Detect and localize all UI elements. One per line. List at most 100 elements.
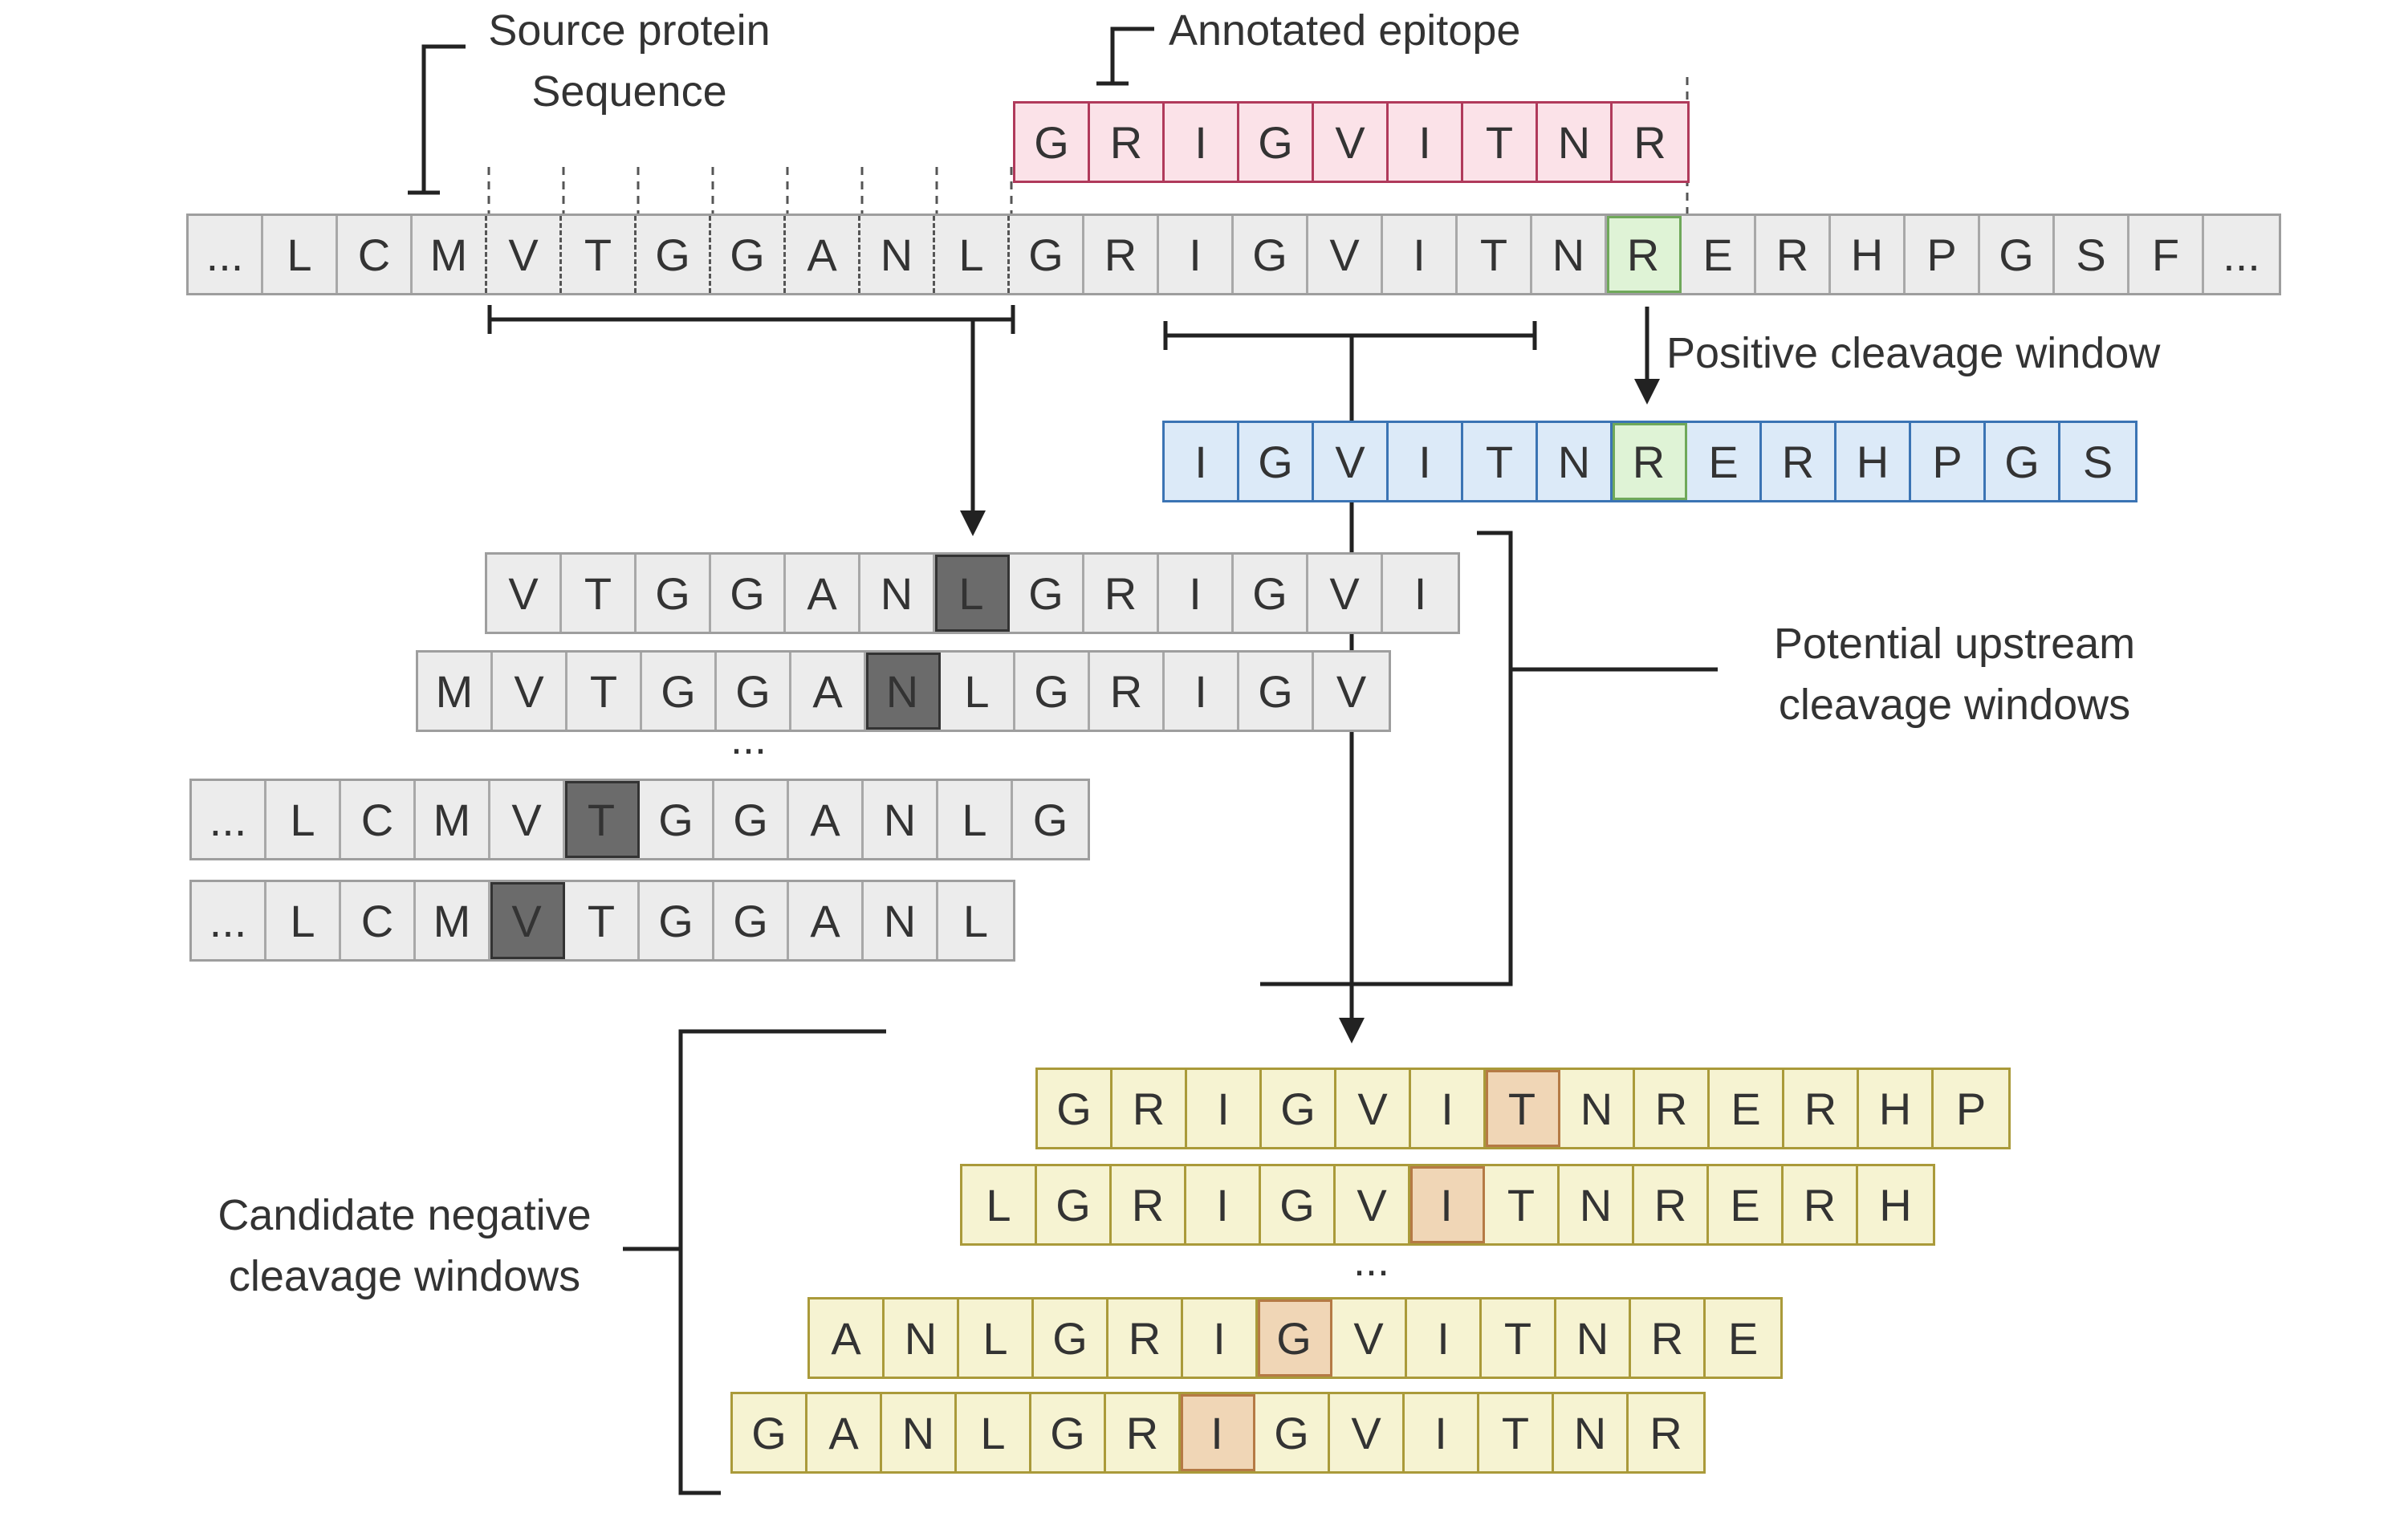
residue-cell: R xyxy=(1613,423,1687,500)
residue-cell: A xyxy=(807,1394,882,1471)
residue-cell: R xyxy=(1756,216,1831,293)
residue-cell: L xyxy=(962,1166,1037,1243)
residue-cell: R xyxy=(1649,1407,1682,1458)
residue-cell: I xyxy=(1165,104,1239,181)
residue-cell: E xyxy=(1727,1312,1759,1364)
residue-cell: M xyxy=(416,882,490,959)
residue-cell: V xyxy=(1314,423,1389,500)
residue-cell: T xyxy=(567,653,642,730)
residue-cell: T xyxy=(565,882,640,959)
source-label-leader xyxy=(421,44,466,193)
residue-cell: G xyxy=(1980,216,2055,293)
residue-cell: G xyxy=(1239,653,1314,730)
negative-arrowhead xyxy=(1339,1018,1365,1043)
residue-cell: N xyxy=(866,653,941,730)
residue-cell: T xyxy=(1463,423,1538,500)
residue-cell: A xyxy=(791,653,866,730)
residue-cell: N xyxy=(1556,1299,1631,1377)
residue-cell: T xyxy=(1458,216,1532,293)
residue-cell: T xyxy=(562,216,637,293)
residue-cell: C xyxy=(338,216,413,293)
residue-cell: M xyxy=(416,781,490,858)
residue-cell: I xyxy=(1383,216,1458,293)
residue-cell: S xyxy=(2082,436,2113,487)
residue-cell: L xyxy=(957,1394,1031,1471)
residue-cell: G xyxy=(1986,423,2060,500)
residue-cell: I xyxy=(1165,423,1239,500)
residue-cell: G xyxy=(714,781,789,858)
residue-cell: L xyxy=(266,882,341,959)
residue-cell: R xyxy=(1112,1070,1187,1147)
residue-cell: E xyxy=(1709,1166,1784,1243)
residue-cell: N xyxy=(1532,216,1607,293)
residue-cell: T xyxy=(562,555,637,632)
residue-cell: I xyxy=(1413,567,1427,619)
residue-cell: G xyxy=(1034,1299,1108,1377)
residue-cell: G xyxy=(717,653,791,730)
residue-cell: M xyxy=(418,653,493,730)
residue-cell: ... xyxy=(192,882,266,959)
upstream-window-row: ... L C M V T G G A N L xyxy=(189,880,1015,962)
residue-cell: G xyxy=(637,555,711,632)
residue-cell: ... xyxy=(189,216,263,293)
residue-cell: V xyxy=(493,653,567,730)
residue-cell: G xyxy=(1037,1166,1112,1243)
residue-cell: A xyxy=(810,1299,885,1377)
residue-cell: T xyxy=(1463,104,1538,181)
residue-cell: H xyxy=(1879,1179,1912,1230)
residue-cell: L xyxy=(959,1299,1034,1377)
residue-cell: G xyxy=(1038,1070,1112,1147)
residue-cell: G xyxy=(640,781,714,858)
residue-cell: G xyxy=(1234,555,1308,632)
residue-cell: P xyxy=(1911,423,1986,500)
residue-cell: V xyxy=(1336,1166,1410,1243)
residue-cell: I xyxy=(1186,1166,1261,1243)
residue-cell: T xyxy=(565,781,640,858)
residue-cell: T xyxy=(1486,1070,1560,1147)
residue-cell: N xyxy=(864,882,938,959)
residue-cell: T xyxy=(1479,1394,1554,1471)
upstream-window-row: ... L C M V T G G A N L G xyxy=(189,779,1090,860)
residue-cell: N xyxy=(885,1299,959,1377)
residue-cell: C xyxy=(341,882,416,959)
residue-cell: I xyxy=(1183,1299,1258,1377)
residue-cell: R xyxy=(1634,1166,1709,1243)
residue-cell: I xyxy=(1159,216,1234,293)
residue-cell: P xyxy=(1955,1083,1987,1134)
residue-cell: V xyxy=(1314,104,1389,181)
residue-cell: G xyxy=(1031,1394,1106,1471)
residue-cell: I xyxy=(1389,423,1463,500)
positive-window-label: Positive cleavage window xyxy=(1666,329,2161,377)
residue-cell: A xyxy=(786,555,860,632)
residue-cell: G xyxy=(642,653,717,730)
residue-cell: T xyxy=(1482,1299,1556,1377)
residue-cell: G xyxy=(714,882,789,959)
residue-cell: G xyxy=(1262,1070,1336,1147)
residue-cell: G xyxy=(711,216,786,293)
residue-cell: R xyxy=(1784,1070,1859,1147)
negative-brace xyxy=(678,1029,886,1495)
residue-cell: I xyxy=(1159,555,1234,632)
residue-cell: G xyxy=(1239,423,1314,500)
residue-cell: I xyxy=(1165,653,1239,730)
residue-cell: I xyxy=(1405,1394,1479,1471)
negative-windows-label: Candidate negative cleavage windows xyxy=(218,1191,592,1300)
residue-cell: F xyxy=(2129,216,2204,293)
residue-cell: V xyxy=(487,216,562,293)
residue-cell: L xyxy=(941,653,1015,730)
residue-cell: G xyxy=(1255,1394,1330,1471)
residue-cell: I xyxy=(1411,1070,1486,1147)
residue-cell: V xyxy=(1332,1299,1407,1377)
residue-cell: V xyxy=(1336,1070,1411,1147)
residue-cell: A xyxy=(789,781,864,858)
residue-cell: A xyxy=(789,882,864,959)
residue-cell: C xyxy=(341,781,416,858)
residue-cell: P xyxy=(1906,216,1980,293)
residue-cell: R xyxy=(1084,555,1159,632)
residue-cell: G xyxy=(1239,104,1314,181)
residue-cell: L xyxy=(263,216,338,293)
residue-cell: R xyxy=(1108,1299,1183,1377)
